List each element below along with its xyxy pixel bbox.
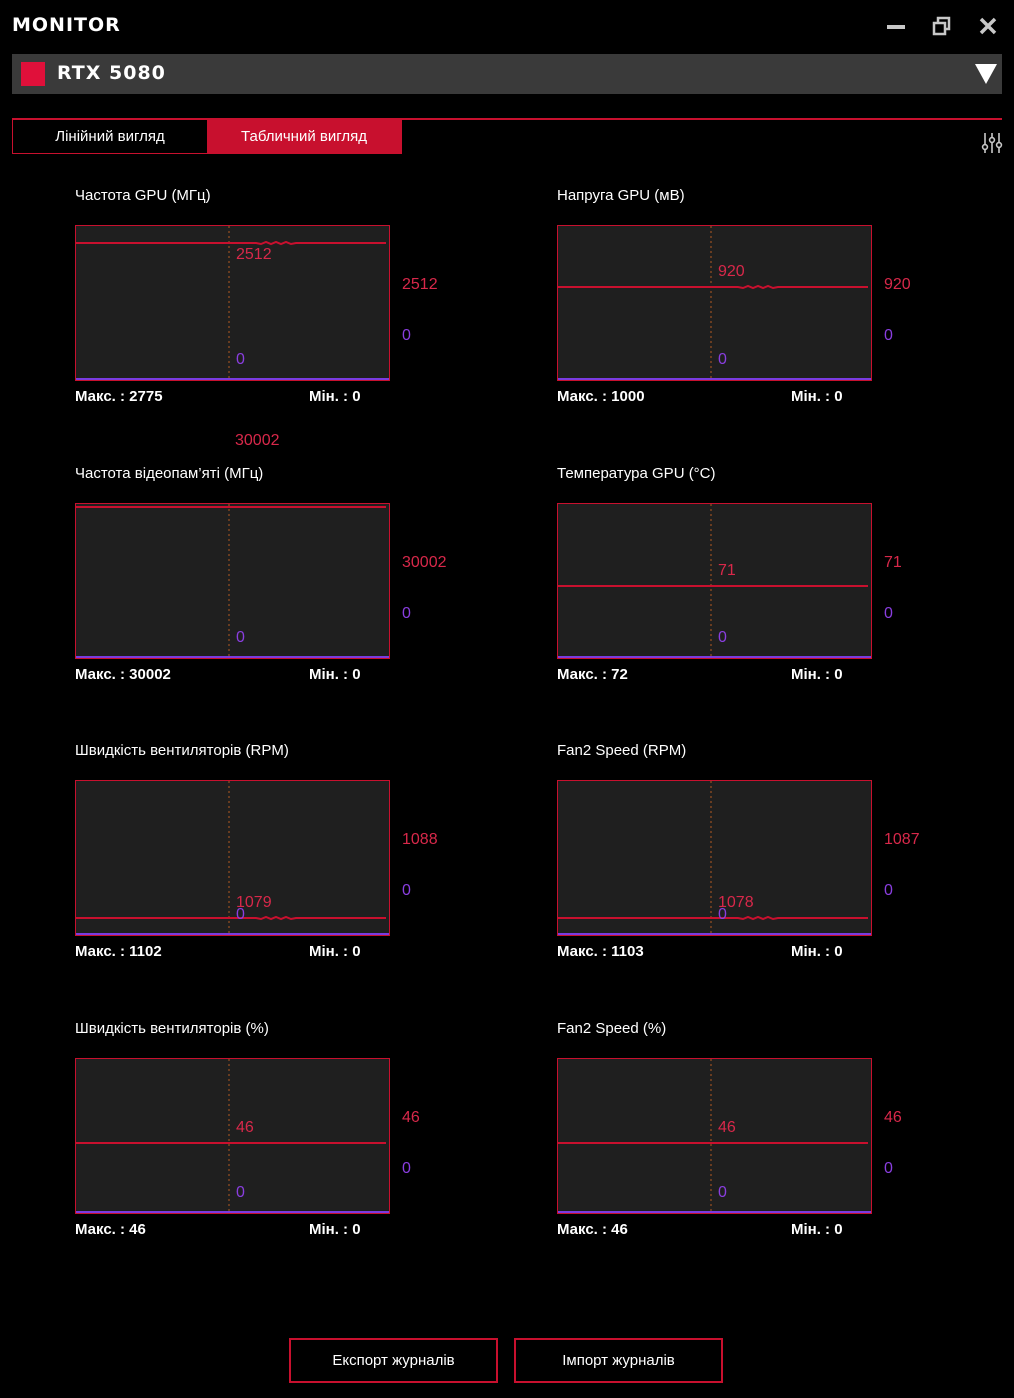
side-min-value: 0 [402, 1160, 411, 1177]
min-stat: Мін. : 0 [791, 943, 843, 960]
side-min-value: 0 [402, 605, 411, 622]
device-name: RTX 5080 [57, 62, 166, 84]
dropdown-arrow-icon [975, 64, 997, 84]
max-stat: Макс. : 2775 [75, 388, 163, 405]
current-value: 1078 [718, 894, 754, 911]
current-min-value: 0 [236, 351, 245, 368]
close-icon[interactable] [976, 14, 1000, 38]
min-stat: Мін. : 0 [309, 388, 361, 405]
current-value: 920 [718, 263, 745, 280]
value-series-line [76, 240, 386, 246]
device-color-swatch [21, 62, 45, 86]
max-stat: Макс. : 1102 [75, 943, 162, 960]
current-min-value: 0 [718, 1184, 727, 1201]
app-title: MONITOR [12, 14, 121, 36]
max-stat: Макс. : 30002 [75, 666, 171, 683]
side-min-value: 0 [402, 882, 411, 899]
chart-plot: 2512 0 [75, 225, 390, 381]
chart-title: Частота відеопам’яті (МГц) [75, 465, 264, 482]
current-value: 46 [718, 1119, 736, 1136]
side-min-value: 0 [884, 882, 893, 899]
min-stat: Мін. : 0 [309, 943, 361, 960]
max-stat: Макс. : 72 [557, 666, 628, 683]
current-value: 2512 [236, 246, 272, 263]
import-logs-button[interactable]: Імпорт журналів [514, 1338, 723, 1383]
side-min-value: 0 [884, 605, 893, 622]
min-stat: Мін. : 0 [791, 1221, 843, 1238]
side-max-value: 46 [884, 1109, 902, 1126]
value-series-line [558, 915, 868, 921]
min-stat: Мін. : 0 [791, 666, 843, 683]
chart-plot: 920 0 [557, 225, 872, 381]
current-min-value: 0 [236, 1184, 245, 1201]
current-min-value: 0 [718, 351, 727, 368]
view-tabs: Лінійний вигляд Табличний вигляд [12, 120, 402, 154]
side-max-value: 71 [884, 554, 902, 571]
current-min-value: 0 [236, 906, 245, 923]
side-min-value: 0 [884, 1160, 893, 1177]
current-value: 30002 [235, 432, 280, 449]
side-max-value: 2512 [402, 276, 438, 293]
min-stat: Мін. : 0 [791, 388, 843, 405]
side-max-value: 1087 [884, 831, 920, 848]
side-min-value: 0 [402, 327, 411, 344]
chart-title: Частота GPU (МГц) [75, 187, 211, 204]
value-series-line [76, 915, 386, 921]
max-stat: Макс. : 46 [557, 1221, 628, 1238]
chart-plot: 46 0 [557, 1058, 872, 1214]
current-min-value: 0 [236, 629, 245, 646]
side-max-value: 1088 [402, 831, 438, 848]
side-min-value: 0 [884, 327, 893, 344]
side-max-value: 46 [402, 1109, 420, 1126]
chart-title: Fan2 Speed (RPM) [557, 742, 687, 759]
tab-table-view[interactable]: Табличний вигляд [207, 120, 401, 153]
max-stat: Макс. : 1000 [557, 388, 645, 405]
restore-icon[interactable] [930, 14, 954, 38]
sliders-settings-icon[interactable] [980, 131, 1004, 155]
chart-title: Швидкість вентиляторів (RPM) [75, 742, 289, 759]
chart-title: Напруга GPU (мВ) [557, 187, 685, 204]
min-stat: Мін. : 0 [309, 666, 361, 683]
max-stat: Макс. : 46 [75, 1221, 146, 1238]
chart-plot: 0 [75, 503, 390, 659]
max-stat: Макс. : 1103 [557, 943, 644, 960]
min-stat: Мін. : 0 [309, 1221, 361, 1238]
current-min-value: 0 [718, 629, 727, 646]
device-selector[interactable]: RTX 5080 [12, 54, 1002, 94]
chart-title: Температура GPU (°C) [557, 465, 716, 482]
current-value: 46 [236, 1119, 254, 1136]
chart-plot: 71 0 [557, 503, 872, 659]
chart-plot: 1078 0 [557, 780, 872, 936]
tab-underline [12, 118, 1002, 120]
current-value: 1079 [236, 894, 272, 911]
side-max-value: 30002 [402, 554, 447, 571]
export-logs-button[interactable]: Експорт журналів [289, 1338, 498, 1383]
current-value: 71 [718, 562, 736, 579]
chart-plot: 46 0 [75, 1058, 390, 1214]
chart-title: Fan2 Speed (%) [557, 1020, 667, 1037]
tab-line-view[interactable]: Лінійний вигляд [55, 128, 165, 145]
side-max-value: 920 [884, 276, 911, 293]
chart-plot: 1079 0 [75, 780, 390, 936]
value-series-line [558, 284, 868, 290]
current-min-value: 0 [718, 906, 727, 923]
chart-title: Швидкість вентиляторів (%) [75, 1020, 269, 1037]
minimize-icon[interactable] [884, 14, 908, 38]
